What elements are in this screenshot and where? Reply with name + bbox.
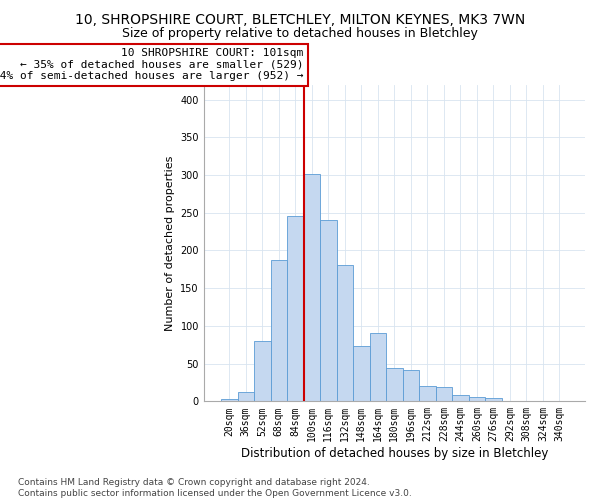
Bar — [353, 346, 370, 402]
Bar — [320, 220, 337, 402]
X-axis label: Distribution of detached houses by size in Bletchley: Distribution of detached houses by size … — [241, 447, 548, 460]
Bar — [287, 216, 304, 402]
Text: 10, SHROPSHIRE COURT, BLETCHLEY, MILTON KEYNES, MK3 7WN: 10, SHROPSHIRE COURT, BLETCHLEY, MILTON … — [75, 12, 525, 26]
Bar — [436, 387, 452, 402]
Bar — [221, 399, 238, 402]
Bar — [419, 386, 436, 402]
Text: 10 SHROPSHIRE COURT: 101sqm
← 35% of detached houses are smaller (529)
64% of se: 10 SHROPSHIRE COURT: 101sqm ← 35% of det… — [0, 48, 304, 82]
Bar — [452, 396, 469, 402]
Bar — [502, 400, 518, 402]
Bar — [238, 392, 254, 402]
Y-axis label: Number of detached properties: Number of detached properties — [164, 156, 175, 330]
Bar — [271, 260, 287, 402]
Bar — [403, 370, 419, 402]
Text: Contains HM Land Registry data © Crown copyright and database right 2024.
Contai: Contains HM Land Registry data © Crown c… — [18, 478, 412, 498]
Bar — [469, 397, 485, 402]
Text: Size of property relative to detached houses in Bletchley: Size of property relative to detached ho… — [122, 28, 478, 40]
Bar — [370, 334, 386, 402]
Bar — [304, 174, 320, 402]
Bar — [254, 341, 271, 402]
Bar — [551, 400, 568, 402]
Bar — [485, 398, 502, 402]
Bar — [337, 265, 353, 402]
Bar — [386, 368, 403, 402]
